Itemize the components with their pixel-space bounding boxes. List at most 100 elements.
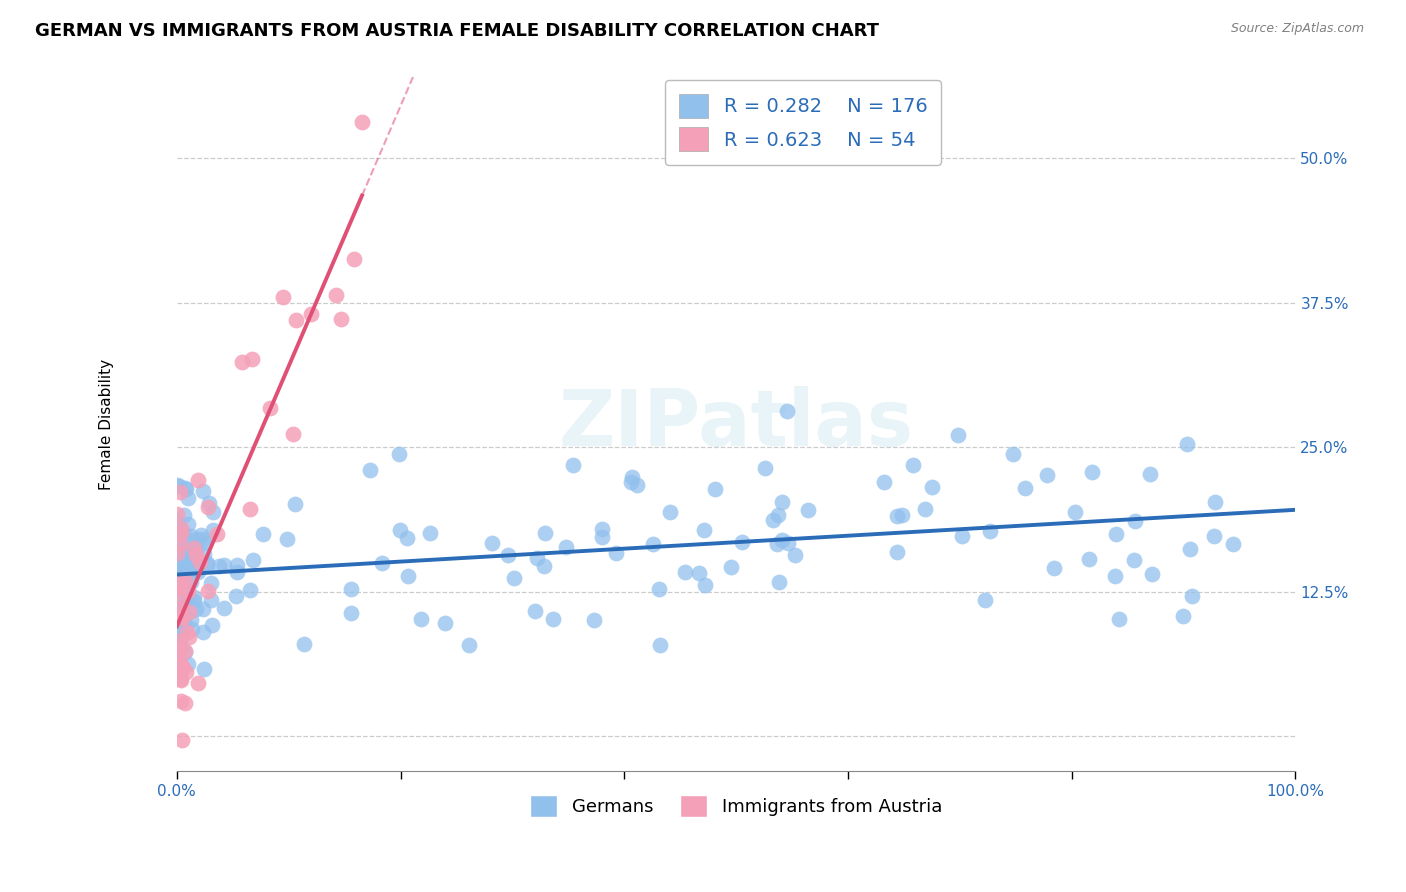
Point xyxy=(979,524,1001,539)
Point xyxy=(591,530,613,544)
Point xyxy=(1078,551,1101,566)
Point xyxy=(167,577,190,591)
Point xyxy=(292,637,315,651)
Point xyxy=(166,522,188,536)
Point xyxy=(169,567,191,582)
Point xyxy=(1122,553,1144,567)
Point xyxy=(914,502,936,516)
Point xyxy=(170,568,193,582)
Point xyxy=(174,571,197,585)
Point xyxy=(183,590,205,604)
Point xyxy=(181,622,204,636)
Point xyxy=(766,537,789,551)
Point xyxy=(187,676,209,690)
Point xyxy=(176,624,198,639)
Point xyxy=(179,546,201,560)
Point xyxy=(195,558,218,572)
Point xyxy=(174,559,197,574)
Point xyxy=(1063,505,1085,519)
Point xyxy=(562,458,585,472)
Point xyxy=(170,609,193,624)
Point xyxy=(176,517,198,532)
Point xyxy=(187,473,209,487)
Point xyxy=(768,508,790,523)
Point xyxy=(169,591,191,605)
Point xyxy=(285,312,308,326)
Point xyxy=(688,566,710,581)
Point xyxy=(533,558,555,573)
Point xyxy=(1180,541,1202,556)
Point xyxy=(212,601,235,615)
Point xyxy=(641,537,664,551)
Point xyxy=(626,477,648,491)
Point xyxy=(1222,537,1244,551)
Point xyxy=(166,649,188,664)
Point xyxy=(252,526,274,541)
Point xyxy=(1139,467,1161,482)
Point xyxy=(783,548,806,562)
Point xyxy=(762,513,785,527)
Point xyxy=(200,592,222,607)
Point xyxy=(901,458,924,472)
Point xyxy=(873,475,896,489)
Point xyxy=(170,664,193,678)
Point xyxy=(183,541,205,555)
Point xyxy=(1104,569,1126,583)
Point xyxy=(172,525,194,540)
Point xyxy=(208,559,231,574)
Point xyxy=(1108,611,1130,625)
Point xyxy=(166,566,188,581)
Point xyxy=(177,605,200,619)
Point xyxy=(650,638,672,652)
Point xyxy=(170,610,193,624)
Point xyxy=(1036,467,1059,482)
Point xyxy=(167,633,190,648)
Point xyxy=(352,115,374,129)
Point xyxy=(886,508,908,523)
Text: GERMAN VS IMMIGRANTS FROM AUSTRIA FEMALE DISABILITY CORRELATION CHART: GERMAN VS IMMIGRANTS FROM AUSTRIA FEMALE… xyxy=(35,22,879,40)
Point xyxy=(1204,528,1226,542)
Point xyxy=(166,507,188,521)
Point xyxy=(195,557,218,571)
Point xyxy=(180,614,202,628)
Point xyxy=(177,657,200,671)
Point xyxy=(200,576,222,591)
Text: Source: ZipAtlas.com: Source: ZipAtlas.com xyxy=(1230,22,1364,36)
Point xyxy=(202,505,225,519)
Point xyxy=(186,563,208,577)
Point xyxy=(172,600,194,615)
Point xyxy=(170,660,193,674)
Point xyxy=(184,544,207,558)
Point xyxy=(948,428,970,442)
Point xyxy=(190,555,212,569)
Point xyxy=(193,662,215,676)
Point xyxy=(276,532,298,546)
Point xyxy=(591,522,613,536)
Point xyxy=(166,620,188,634)
Point xyxy=(172,661,194,675)
Point xyxy=(226,558,249,573)
Point xyxy=(201,618,224,632)
Point xyxy=(388,447,411,461)
Point xyxy=(325,287,347,301)
Point xyxy=(170,640,193,655)
Point xyxy=(281,427,304,442)
Point xyxy=(170,607,193,621)
Point xyxy=(197,583,219,598)
Point xyxy=(434,616,457,631)
Point xyxy=(395,531,418,545)
Point xyxy=(193,601,215,615)
Point xyxy=(170,602,193,616)
Point xyxy=(648,582,671,596)
Point xyxy=(693,578,716,592)
Point xyxy=(621,470,644,484)
Point xyxy=(169,672,191,686)
Point xyxy=(886,545,908,559)
Point xyxy=(172,611,194,625)
Point xyxy=(167,603,190,617)
Point xyxy=(1204,495,1226,509)
Point xyxy=(169,694,191,708)
Point xyxy=(174,584,197,599)
Point xyxy=(778,536,800,550)
Point xyxy=(180,529,202,543)
